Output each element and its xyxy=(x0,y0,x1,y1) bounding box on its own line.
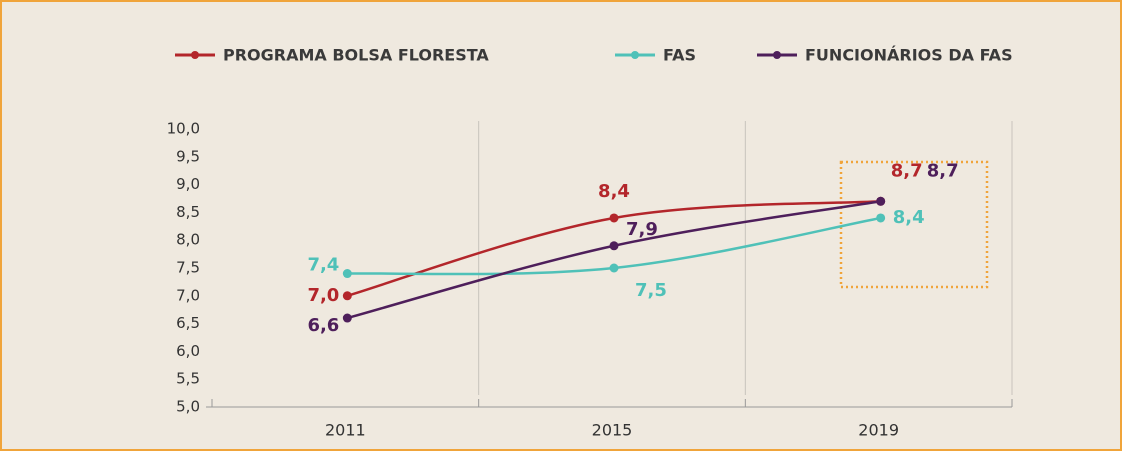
data-point xyxy=(609,213,619,223)
data-point xyxy=(609,263,619,273)
y-tick-label: 5,5 xyxy=(176,370,200,388)
x-tick-label: 2019 xyxy=(858,421,899,440)
data-point xyxy=(342,269,352,279)
y-tick-label: 8,5 xyxy=(176,203,200,221)
legend-dot xyxy=(773,51,781,59)
legend-dot xyxy=(631,51,639,59)
y-tick-label: 10,0 xyxy=(167,120,200,138)
value-label: 8,4 xyxy=(893,207,925,228)
data-point xyxy=(876,196,886,206)
legend-label: PROGRAMA BOLSA FLORESTA xyxy=(223,46,489,65)
data-point xyxy=(609,241,619,251)
x-tick-label: 2011 xyxy=(325,421,366,440)
value-label: 7,4 xyxy=(307,255,339,276)
y-tick-label: 9,0 xyxy=(176,175,200,193)
y-tick-label: 7,0 xyxy=(176,286,200,304)
legend-label: FAS xyxy=(663,46,696,65)
value-label: 7,5 xyxy=(635,280,667,301)
data-point xyxy=(342,313,352,323)
value-label: 8,7 xyxy=(891,160,923,181)
x-tick-label: 2015 xyxy=(592,421,633,440)
y-tick-label: 8,0 xyxy=(176,231,200,249)
y-tick-label: 6,0 xyxy=(176,342,200,360)
value-label: 8,4 xyxy=(598,181,630,202)
value-label: 8,7 xyxy=(927,160,959,181)
data-point xyxy=(342,291,352,301)
y-tick-label: 5,0 xyxy=(176,398,200,416)
legend-dot xyxy=(191,51,199,59)
data-point xyxy=(876,213,886,223)
y-tick-label: 9,5 xyxy=(176,147,200,165)
value-label: 7,9 xyxy=(626,219,658,240)
value-label: 7,0 xyxy=(307,285,339,306)
y-tick-label: 6,5 xyxy=(176,314,200,332)
legend-label: FUNCIONÁRIOS DA FAS xyxy=(805,46,1013,65)
y-tick-label: 7,5 xyxy=(176,259,200,277)
value-label: 6,6 xyxy=(307,315,339,336)
